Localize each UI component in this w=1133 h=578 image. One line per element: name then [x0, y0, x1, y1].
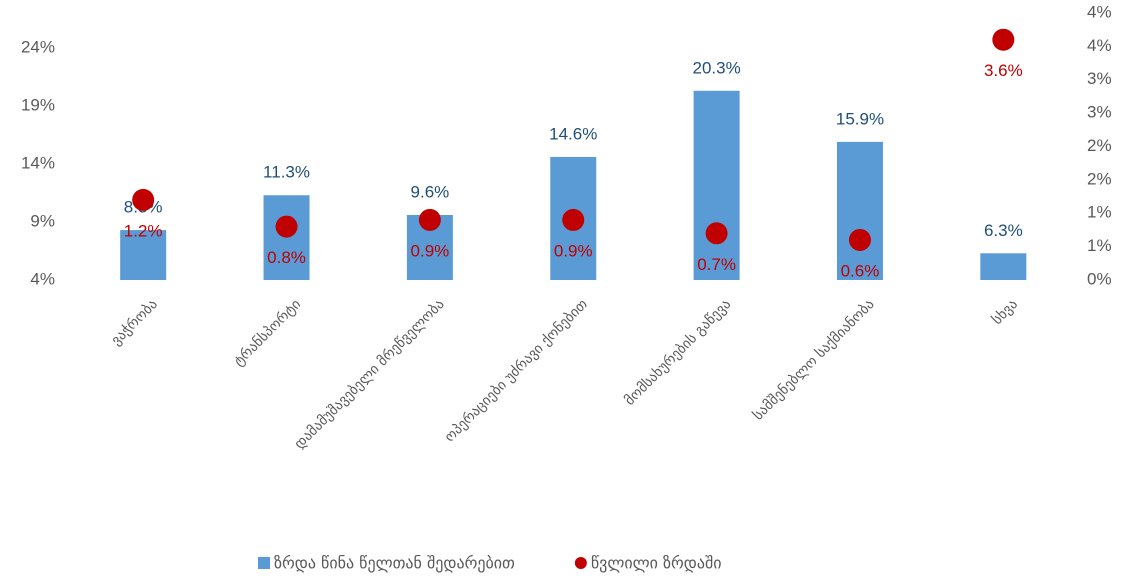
x-tick-label: ტრანსპორტი — [230, 296, 304, 370]
y-tick-label: 4% — [30, 269, 55, 288]
dot-value-label: 0.8% — [267, 248, 306, 267]
bar-value-label: 11.3% — [263, 163, 310, 182]
x-tick-label: ოპერაციები უძრავი ქონებით — [441, 296, 591, 446]
y2-tick-label: 4% — [1087, 2, 1112, 21]
dot-value-label: 0.6% — [841, 261, 880, 280]
dot — [275, 215, 298, 238]
y-tick-label: 19% — [21, 95, 55, 114]
y2-tick-label: 0% — [1087, 269, 1112, 288]
dot — [418, 208, 441, 231]
dot — [562, 208, 585, 231]
legend-swatch — [258, 557, 270, 569]
x-tick-label: დამამუშავებელი მრეწველობა — [291, 296, 448, 453]
bar — [980, 253, 1027, 280]
x-tick-label: სხვა — [989, 296, 1021, 328]
dot-value-label: 1.2% — [124, 221, 163, 240]
y2-tick-label: 4% — [1087, 36, 1112, 55]
x-tick-label: სამშენებლო საქმიანობა — [750, 296, 877, 423]
legend-swatch — [574, 557, 587, 569]
bar — [693, 90, 740, 280]
dot — [132, 188, 155, 211]
dot — [848, 228, 871, 251]
dot — [992, 28, 1015, 51]
y-tick-label: 9% — [30, 211, 55, 230]
dot-value-label: 3.6% — [984, 61, 1023, 80]
y2-tick-label: 3% — [1087, 103, 1112, 122]
y-tick-label: 24% — [21, 37, 55, 56]
bar — [836, 141, 883, 280]
bar-value-label: 6.3% — [984, 221, 1023, 240]
bar-value-label: 14.6% — [549, 124, 597, 143]
x-tick-label: მომსახურების გაწევა — [621, 296, 734, 409]
bar — [263, 195, 310, 280]
x-tick-label: ვაჭრობა — [108, 296, 161, 349]
y2-tick-label: 1% — [1087, 203, 1112, 222]
dot-value-label: 0.9% — [411, 241, 450, 260]
y2-tick-label: 2% — [1087, 136, 1112, 155]
dot-value-label: 0.9% — [554, 241, 593, 260]
dot-value-label: 0.7% — [697, 255, 736, 274]
bar-value-label: 20.3% — [693, 58, 741, 77]
y2-tick-label: 1% — [1087, 236, 1112, 255]
dot — [705, 222, 728, 245]
bar — [120, 230, 167, 280]
bar-value-label: 9.6% — [411, 182, 450, 201]
y2-tick-label: 2% — [1087, 169, 1112, 188]
legend-label: წვლილი ზრდაში — [591, 554, 722, 573]
y2-tick-label: 3% — [1087, 69, 1112, 88]
legend-label: ზრდა წინა წელთან შედარებით — [274, 554, 515, 573]
y-tick-label: 14% — [21, 153, 55, 172]
bar-value-label: 15.9% — [836, 109, 884, 128]
